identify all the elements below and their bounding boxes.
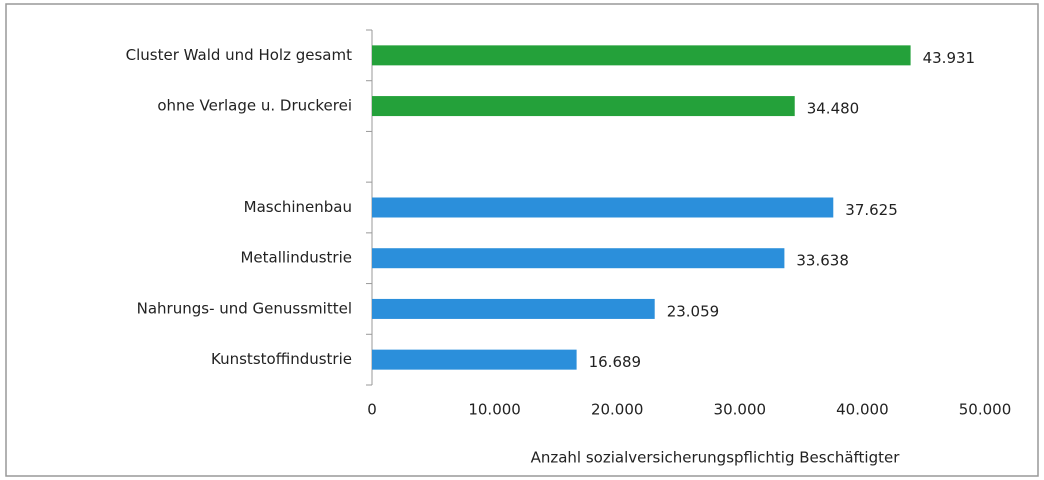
chart-frame — [5, 3, 1039, 477]
bar — [372, 349, 577, 370]
y-tick-label: Nahrungs- und Genussmittel — [137, 299, 352, 317]
value-label: 16.689 — [589, 353, 642, 371]
value-label: 33.638 — [796, 252, 849, 270]
y-tick-label: Maschinenbau — [244, 198, 352, 216]
x-tick-label: 10.000 — [468, 401, 521, 419]
y-tick-label: Cluster Wald und Holz gesamt — [126, 46, 352, 64]
x-axis-label: Anzahl sozialversicherungspflichtig Besc… — [531, 449, 901, 467]
value-label: 34.480 — [807, 100, 860, 118]
bar — [372, 96, 795, 117]
x-tick-label: 50.000 — [959, 401, 1012, 419]
value-label: 43.931 — [923, 49, 976, 67]
bar — [372, 45, 911, 66]
bar — [372, 197, 834, 218]
value-label: 23.059 — [667, 302, 720, 320]
x-tick-label: 30.000 — [714, 401, 767, 419]
x-tick-label: 0 — [367, 401, 377, 419]
y-tick-label: Metallindustrie — [240, 249, 352, 267]
x-tick-label: 20.000 — [591, 401, 644, 419]
y-tick-label: ohne Verlage u. Druckerei — [157, 97, 352, 115]
value-label: 37.625 — [845, 201, 898, 219]
bar — [372, 298, 655, 319]
x-tick-label: 40.000 — [836, 401, 889, 419]
bar — [372, 248, 785, 269]
y-tick-label: Kunststoffindustrie — [211, 350, 352, 368]
